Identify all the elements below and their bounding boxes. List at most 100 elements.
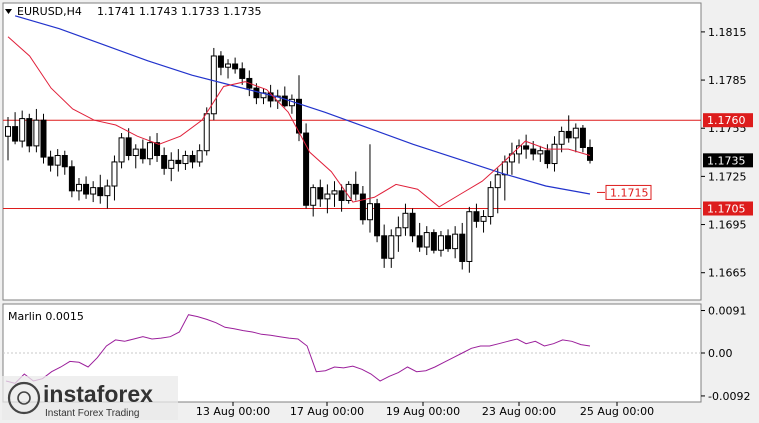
instaforex-watermark: instaforex Instant Forex Trading (2, 376, 178, 420)
candle-bull (551, 143, 558, 165)
watermark-tagline: Instant Forex Trading (45, 408, 140, 419)
candle-bear (97, 187, 104, 197)
level-price-tag-label: 1.1705 (707, 202, 746, 215)
candle-bear (459, 233, 466, 262)
watermark-brand: instaforex (43, 381, 153, 407)
candle-bear (61, 155, 68, 168)
candle-bull (388, 235, 395, 259)
current-price-tag (703, 153, 753, 168)
current-price-tag-label: 1.1735 (707, 154, 746, 167)
level-price-tag (703, 201, 753, 216)
candle-bear (544, 150, 551, 165)
candle-bear (352, 183, 359, 195)
candlestick-series (5, 47, 593, 273)
moving-average-red (7, 36, 591, 208)
candle-bear (139, 148, 146, 160)
level-price-tag (703, 113, 753, 128)
level-lines (3, 119, 701, 209)
candle-bear (409, 212, 416, 237)
instaforex-logo-inner-icon (17, 391, 31, 405)
candle-bull (196, 150, 203, 163)
candle-bear (175, 159, 182, 165)
candle-bull (558, 130, 565, 145)
candle-bear (239, 68, 246, 79)
candle-bear (523, 145, 530, 150)
candle-bear (83, 183, 90, 195)
candle-bull (402, 212, 409, 229)
candle-bear (189, 155, 196, 163)
candle-bull (54, 155, 61, 166)
candle-bear (416, 235, 423, 248)
dropdown-triangle-icon[interactable] (5, 9, 12, 14)
candle-bull (423, 232, 430, 248)
candle-bull (225, 63, 232, 68)
symbol-label: EURUSD,H4 (17, 5, 82, 18)
annotation-label: 1.1715 (610, 186, 649, 199)
price-tick-label: 1.1785 (708, 74, 747, 87)
candle-bear (374, 203, 381, 237)
candle-bull (5, 126, 11, 137)
indicator-tick-label: 0.0091 (708, 305, 747, 318)
candle-bear (217, 55, 224, 68)
candle-bull (19, 118, 26, 142)
candle-bull (572, 127, 579, 139)
candle-bear (68, 166, 75, 192)
level-price-tag-label: 1.1760 (707, 114, 746, 127)
marlin-indicator-line (5, 314, 591, 384)
main-plot-area[interactable] (2, 2, 702, 301)
candle-bull (501, 161, 508, 176)
candle-bear (281, 95, 288, 107)
candle-bull (132, 148, 139, 157)
candle-bull (324, 193, 331, 200)
candle-bull (494, 174, 501, 189)
candle-bear (253, 87, 260, 99)
candle-bull (90, 187, 97, 195)
candle-bear (381, 235, 388, 259)
candle-bear (530, 148, 537, 155)
time-tick-label: 23 Aug 00:00 (482, 405, 556, 418)
candle-bull (118, 137, 125, 163)
candle-bear (40, 119, 47, 158)
candle-bull (203, 113, 210, 152)
candle-bear (430, 232, 437, 251)
candle-bull (480, 216, 487, 222)
candle-bear (303, 132, 310, 206)
candle-bear (12, 126, 19, 142)
time-tick-label: 13 Aug 00:00 (196, 405, 270, 418)
time-axis: 13 Aug 00:00 17 Aug 00:00 19 Aug 00:00 23 A… (196, 402, 654, 418)
annotation-box (605, 184, 652, 200)
candle-bull (331, 190, 338, 195)
candle-bear (445, 235, 452, 250)
candle-bear (359, 193, 366, 221)
candle-bull (395, 227, 402, 237)
candle-bull (182, 155, 189, 165)
indicator-tick-label: -0.0092 (708, 390, 750, 403)
price-tick-label: 1.1815 (708, 26, 747, 39)
candle-bear (473, 211, 480, 222)
candle-bear (338, 190, 345, 201)
candle-bull (111, 161, 118, 187)
time-tick-label: 25 Aug 00:00 (580, 405, 654, 418)
time-tick-label: 19 Aug 00:00 (386, 405, 460, 418)
candle-bear (565, 130, 572, 139)
candle-bear (154, 142, 161, 157)
candle-bull (537, 150, 544, 155)
indicator-axis: 0.0091 0.00 -0.0092 (3, 305, 750, 403)
candle-bull (366, 203, 373, 221)
candle-bull (146, 142, 153, 160)
candle-bull (452, 233, 459, 250)
time-tick-label: 17 Aug 00:00 (290, 405, 364, 418)
candle-bull (33, 119, 40, 147)
candle-bull (487, 187, 494, 218)
candle-bull (168, 159, 175, 169)
price-tags: 1.1760 1.1705 1.1735 (703, 113, 753, 216)
candle-bear (26, 118, 33, 147)
candle-bear (587, 146, 593, 161)
candle-bear (125, 137, 132, 157)
price-annotation: 1.1715 (597, 184, 652, 200)
instaforex-logo-icon (7, 381, 41, 415)
candle-bull (310, 187, 317, 206)
price-tick-label: 1.1725 (708, 170, 747, 183)
